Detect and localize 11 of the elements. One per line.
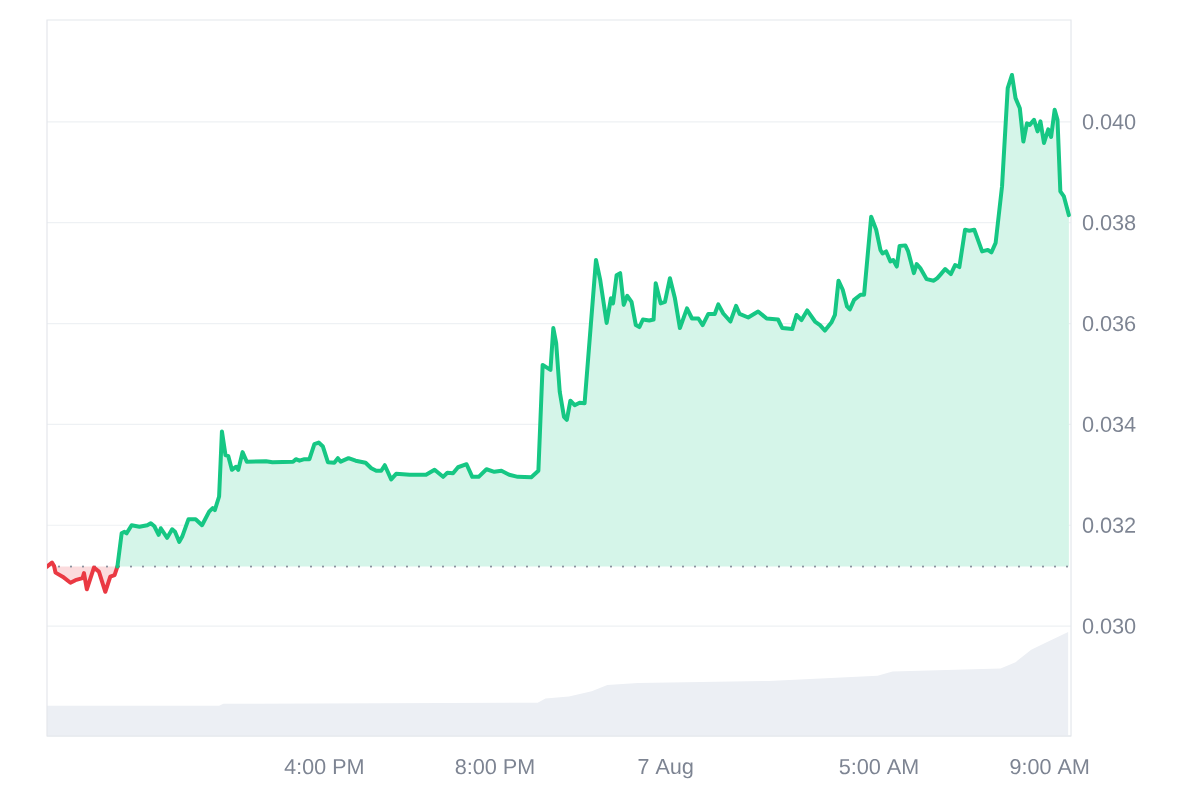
y-tick-label: 0.034 [1082,416,1136,433]
y-tick-label: 0.030 [1082,618,1136,634]
x-tick-label: 9:00 AM [1010,759,1089,775]
y-tick-label: 0.040 [1082,114,1136,130]
y-tick-label: 0.032 [1082,517,1136,533]
x-tick-label: 7 Aug [638,759,693,779]
y-tick-label: 0.038 [1082,215,1136,231]
x-tick-label: 8:00 PM [455,759,534,775]
y-tick-label: 0.036 [1082,315,1136,332]
x-tick-label: 4:00 PM [284,759,363,775]
x-tick-label: 5:00 AM [839,759,918,775]
